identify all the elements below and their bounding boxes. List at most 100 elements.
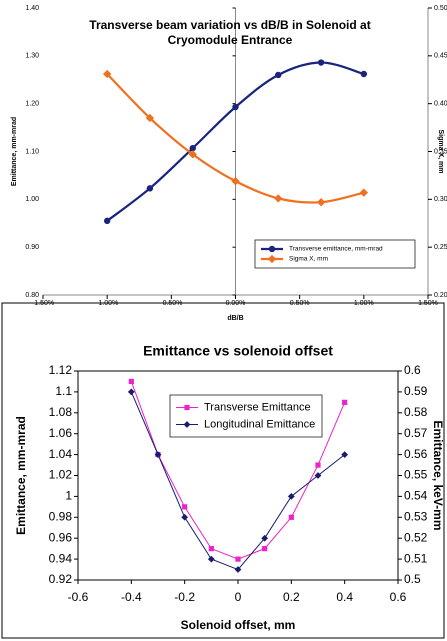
legend-label: Transverse Emittance (204, 401, 311, 413)
legend-marker (184, 404, 190, 411)
x-tick-label: -0.4 (121, 590, 142, 604)
legend-marker (268, 245, 276, 253)
point (188, 150, 197, 159)
y-tick-label: 1 (65, 489, 72, 503)
point (261, 534, 269, 542)
y2-tick-label: 0.50 (434, 5, 447, 12)
y2-tick-label: 0.52 (404, 530, 428, 544)
point (274, 194, 283, 203)
point (128, 378, 134, 385)
point (315, 462, 321, 468)
y-tick-label: 1.40 (25, 5, 39, 12)
chart-title: Emittance vs solenoid offset (143, 343, 333, 359)
point (208, 546, 214, 552)
y2-tick-label: 0.5 (404, 572, 421, 586)
point (234, 566, 242, 573)
y-tick-label: 1.20 (25, 101, 39, 108)
point (235, 556, 241, 562)
y2-tick-label: 0.55 (404, 468, 428, 482)
point (103, 69, 112, 79)
y-tick-label: 1.08 (49, 405, 73, 419)
y-tick-label: 0.92 (49, 572, 73, 586)
point (342, 399, 348, 405)
point (232, 103, 239, 111)
y2-tick-label: 0.51 (404, 551, 428, 565)
y-tick-label: 0.96 (49, 530, 73, 544)
legend-label: Sigma X, mm (289, 256, 328, 263)
y-tick-label: 1.04 (49, 447, 73, 461)
legend-label: Transverse emittance, mm-mrad (289, 246, 383, 253)
y-tick-label: 1.02 (49, 468, 73, 482)
y2-tick-label: 0.57 (404, 426, 428, 440)
point (341, 451, 349, 458)
y2-tick-label: 0.53 (404, 509, 428, 523)
point (288, 514, 294, 520)
y-tick-label: 1.00 (25, 196, 39, 203)
y-tick-label: 1.30 (25, 53, 39, 60)
x-tick-label: 0 (235, 590, 242, 604)
point (154, 451, 162, 458)
y-tick-label: 0.94 (49, 551, 73, 565)
legend-marker (183, 421, 191, 428)
x-axis-label: dB/B (227, 315, 243, 322)
y-axis-label: Emittance, mm-mrad (14, 416, 28, 535)
point (316, 198, 326, 207)
y2-axis-label: Emittance, keV-mm (431, 420, 445, 530)
y-tick-label: 0.98 (49, 509, 73, 523)
point (189, 144, 196, 152)
y2-tick-label: 0.20 (434, 292, 447, 299)
y2-tick-label: 0.58 (404, 405, 428, 419)
point (207, 555, 215, 563)
y-tick-label: 1.06 (49, 426, 73, 440)
point (360, 70, 368, 78)
y-tick-label: 0.80 (25, 292, 39, 299)
point (146, 185, 154, 192)
x-tick-label: 0.2 (283, 590, 300, 604)
legend (169, 394, 323, 438)
x-tick-label: -0.6 (68, 590, 89, 604)
point (262, 546, 268, 552)
point (182, 504, 188, 510)
y2-tick-label: 0.56 (404, 447, 428, 461)
x-tick-label: -1.00% (96, 300, 118, 307)
legend (254, 239, 416, 269)
point (359, 188, 368, 197)
point (127, 388, 135, 396)
y-tick-label: 1.10 (25, 148, 39, 155)
y2-axis-label: Sigma X, mm (437, 130, 444, 174)
y-tick-label: 1.1 (55, 384, 72, 398)
point (317, 59, 325, 66)
x-tick-label: 0.6 (390, 590, 407, 604)
y2-tick-label: 0.45 (434, 53, 447, 60)
point (231, 176, 240, 186)
chart-frame (1, 302, 445, 639)
point (181, 513, 189, 521)
x-tick-label: -0.50% (160, 300, 182, 307)
y2-tick-label: 0.54 (404, 489, 428, 503)
y-tick-label: 1.12 (49, 363, 73, 377)
y2-tick-label: 0.40 (434, 101, 447, 108)
y-axis-label: Emittance, mm-mrad (11, 117, 18, 186)
point (287, 493, 295, 500)
point (275, 71, 282, 79)
y2-tick-label: 0.59 (404, 384, 428, 398)
point (314, 472, 322, 479)
point (103, 217, 111, 225)
x-tick-label: -0.2 (174, 590, 195, 604)
x-axis-label: Solenoid offset, mm (181, 618, 296, 632)
y2-tick-label: 0.30 (434, 196, 447, 203)
y2-tick-label: 0.6 (404, 363, 421, 377)
x-tick-label: 0.4 (336, 590, 353, 604)
y2-tick-label: 0.35 (434, 148, 447, 155)
y2-tick-label: 0.25 (434, 244, 447, 251)
x-tick-label: 0.50% (290, 300, 310, 307)
x-tick-label: -1.50% (32, 300, 54, 307)
x-tick-label: 1.00% (354, 300, 374, 307)
legend-marker (267, 254, 277, 264)
chart-title: Transverse beam variation vs dB/B in Sol… (89, 18, 371, 47)
legend-label: Longitudinal Emittance (204, 418, 315, 430)
y-tick-label: 0.90 (25, 244, 39, 251)
point (145, 113, 155, 123)
